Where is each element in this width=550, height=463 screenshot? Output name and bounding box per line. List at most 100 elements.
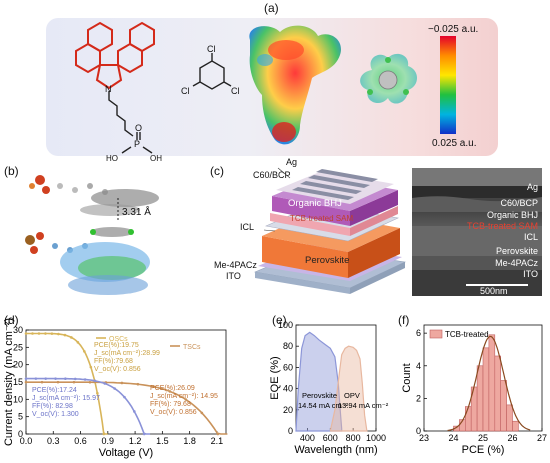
panel-label-e: (e) <box>272 313 287 327</box>
hist-xtick-label: 23 <box>419 433 429 443</box>
panel-a: N P O HO OH Cl Cl Cl <box>75 21 478 163</box>
hist-bar <box>506 404 513 432</box>
cl-label-top: Cl <box>207 44 216 54</box>
layer-tcb-sam <box>270 213 350 236</box>
jv-annotation-psc: FF(%): 82.98 <box>32 403 73 410</box>
eqe-xtick-label: 800 <box>346 433 361 443</box>
oh-label: OH <box>150 154 162 163</box>
jv-xtick-label: 0.6 <box>74 436 87 446</box>
hist-bar <box>494 355 501 432</box>
jv-xlabel: Voltage (V) <box>99 447 153 459</box>
molecule-lower <box>25 227 150 295</box>
jv-point-pscs <box>54 377 57 380</box>
jv-annotation-psc: V_oc(V): 1.300 <box>32 411 79 418</box>
jv-annotation-osc: FF(%):79.68 <box>94 358 133 365</box>
jv-annotation-osc: J_sc(mA cm⁻²):28.99 <box>94 350 160 357</box>
sem-label-ag: Ag <box>527 182 538 192</box>
jv-ytick-label: 0 <box>18 429 23 439</box>
sem-label-tcb-sam: TCB-treated SAM <box>467 221 538 231</box>
panel-label-a: (a) <box>264 1 279 15</box>
jv-annotation-tsc: V_oc(V): 0.856 <box>150 409 197 416</box>
jv-point-tscs <box>136 382 140 386</box>
jv-annotation-osc: PCE(%):19.75 <box>94 342 139 349</box>
hist-xtick-label: 27 <box>537 433 547 443</box>
eqe-xtick-label: 1000 <box>366 433 386 443</box>
jv-chart: 0.0 0.3 0.6 0.9 1.2 1.5 1.8 2.1 0 5 10 15 20 25 30 OSC… <box>3 318 228 459</box>
alkyl-chain <box>108 91 153 154</box>
esp-map-carbazole <box>249 25 341 145</box>
label-perovskite: Perovskite <box>305 255 349 266</box>
jv-point-pscs <box>133 410 136 413</box>
eqe-jsc-perovskite: 14.54 mA cm⁻² <box>298 401 349 410</box>
jv-legend-label: OSCs <box>109 336 128 343</box>
jv-ytick-label: 15 <box>13 377 23 387</box>
label-tcb-sam: TCB-treated SAM <box>290 214 353 223</box>
jv-point-oscs <box>89 365 93 369</box>
hist-bar <box>500 380 507 432</box>
layer-organic-bhj <box>272 196 350 226</box>
jv-point-tscs <box>168 390 172 393</box>
hist-xtick-label: 24 <box>448 433 458 443</box>
sem-label-icl: ICL <box>524 232 538 242</box>
jv-point-oscs <box>24 332 28 335</box>
hist-bar <box>464 406 472 432</box>
jv-point-oscs <box>31 332 34 335</box>
trichlorobenzene-structure: Cl Cl Cl <box>181 44 240 96</box>
jv-point-pscs <box>123 395 126 399</box>
p-atom-label: P <box>134 139 140 149</box>
jv-ylabel: Current density (mA cm⁻²) <box>3 318 15 446</box>
jv-point-tscs <box>88 380 92 384</box>
ho-label: HO <box>106 154 118 163</box>
eqe-area-opv <box>329 345 368 432</box>
cl-label-right: Cl <box>231 86 240 96</box>
label-icl: ICL <box>240 222 254 232</box>
hist-bar <box>512 420 519 432</box>
o-atom-label: O <box>135 123 142 133</box>
hist-bar <box>488 334 496 432</box>
jv-xtick-label: 2.1 <box>211 436 224 446</box>
hist-legend-swatch <box>429 329 443 339</box>
jv-point-oscs <box>83 350 86 353</box>
jv-point-pscs <box>142 432 146 436</box>
eqe-jsc-opv: 13.94 mA cm⁻² <box>338 401 389 410</box>
jv-ytick-label: 25 <box>13 342 23 352</box>
hist-xtick-label: 25 <box>478 433 488 443</box>
eqe-chart: 400 600 800 1000 0 20 40 60 80 100 Wavelength (nm… <box>269 320 389 456</box>
jv-point-pscs <box>44 377 47 380</box>
jv-point-pscs <box>64 377 67 381</box>
jv-point-oscs <box>102 432 106 436</box>
hist-bar <box>482 347 490 432</box>
hist-ytick-label: 2 <box>416 393 421 403</box>
sem-label-organic-bhj: Organic BHJ <box>487 210 538 220</box>
label-ito: ITO <box>226 271 241 281</box>
jv-point-tscs <box>24 380 28 384</box>
jv-xtick-label: 1.8 <box>183 436 196 446</box>
jv-curve-tscs <box>26 381 228 435</box>
colorbar-bottom-label: 0.025 a.u. <box>432 138 476 149</box>
jv-annotation-tsc: PCE(%):26.09 <box>150 385 195 392</box>
eqe-label-perovskite: Perovskite <box>302 391 337 400</box>
jv-point-tscs <box>152 385 156 389</box>
jv-ytick-label: 20 <box>13 360 23 370</box>
eqe-label-opv: OPV <box>344 391 360 400</box>
jv-ytick-label: 30 <box>13 325 23 335</box>
eqe-ytick-label: 0 <box>288 426 293 436</box>
jv-point-tscs <box>184 398 188 401</box>
jv-point-pscs <box>73 377 77 381</box>
jv-point-pscs <box>34 377 38 380</box>
jv-point-tscs <box>120 381 124 385</box>
jv-annotation-tsc: FF(%): 79.68 <box>150 401 191 408</box>
sem-label-c60bcp: C60/BCP <box>500 198 538 208</box>
colorbar-top-label: −0.025 a.u. <box>428 24 478 35</box>
eqe-area-perovskite <box>295 331 343 432</box>
label-c60bcp: C60/BCP <box>253 170 291 180</box>
jv-xtick-label: 0.0 <box>20 436 33 446</box>
hist-ytick-label: 6 <box>416 328 421 338</box>
sem-label-me4pacz: Me-4PACz <box>495 258 538 268</box>
label-ag: Ag <box>286 157 297 167</box>
jv-point-oscs <box>50 332 54 335</box>
jv-xtick-label: 0.9 <box>102 436 115 446</box>
hist-ytick-label: 0 <box>416 426 421 436</box>
